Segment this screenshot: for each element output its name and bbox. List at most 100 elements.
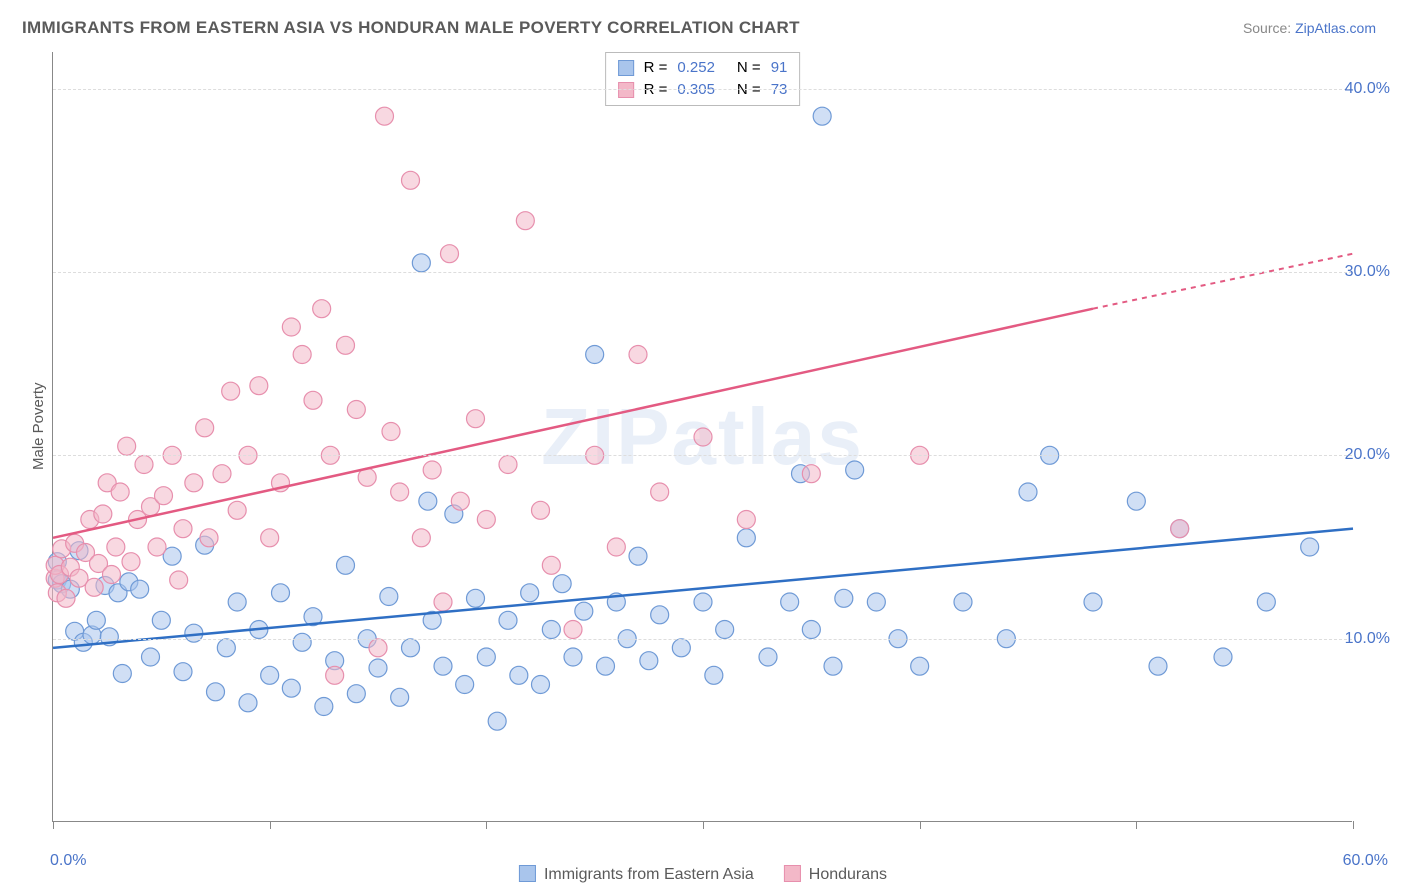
data-point xyxy=(716,621,734,639)
data-point xyxy=(456,676,474,694)
x-tick-label: 60.0% xyxy=(1343,852,1388,870)
data-point xyxy=(131,580,149,598)
data-point xyxy=(542,556,560,574)
data-point xyxy=(737,529,755,547)
data-point xyxy=(87,611,105,629)
data-point xyxy=(640,652,658,670)
x-tick-label: 0.0% xyxy=(50,852,86,870)
data-point xyxy=(222,382,240,400)
data-point xyxy=(467,589,485,607)
data-point xyxy=(315,698,333,716)
data-point xyxy=(586,346,604,364)
data-point xyxy=(369,639,387,657)
data-point xyxy=(391,688,409,706)
data-point xyxy=(467,410,485,428)
data-point xyxy=(174,520,192,538)
data-point xyxy=(629,547,647,565)
data-point xyxy=(142,648,160,666)
plot-area: ZIPatlas R = 0.252N = 91R = 0.305N = 73 xyxy=(52,52,1352,822)
data-point xyxy=(477,648,495,666)
data-point xyxy=(499,611,517,629)
data-point xyxy=(521,584,539,602)
data-point xyxy=(347,685,365,703)
data-point xyxy=(846,461,864,479)
data-point xyxy=(113,665,131,683)
x-tick xyxy=(1136,821,1137,829)
x-tick xyxy=(920,821,921,829)
gridline xyxy=(53,639,1352,640)
data-point xyxy=(250,377,268,395)
data-point xyxy=(1301,538,1319,556)
data-point xyxy=(293,346,311,364)
data-point xyxy=(651,483,669,501)
data-point xyxy=(1171,520,1189,538)
data-point xyxy=(553,575,571,593)
data-point xyxy=(423,461,441,479)
y-tick-label: 30.0% xyxy=(1345,263,1390,281)
data-point xyxy=(391,483,409,501)
data-point xyxy=(228,501,246,519)
gridline xyxy=(53,272,1352,273)
x-tick xyxy=(703,821,704,829)
source-attribution: Source: ZipAtlas.com xyxy=(1243,20,1376,36)
source-link[interactable]: ZipAtlas.com xyxy=(1295,20,1376,36)
legend-correlation-row: R = 0.252N = 91 xyxy=(618,57,788,79)
data-point xyxy=(293,633,311,651)
data-point xyxy=(196,419,214,437)
x-tick xyxy=(53,821,54,829)
gridline xyxy=(53,455,1352,456)
data-point xyxy=(1257,593,1275,611)
gridline xyxy=(53,89,1352,90)
data-point xyxy=(369,659,387,677)
data-point xyxy=(337,556,355,574)
data-point xyxy=(510,666,528,684)
trend-line-extrapolated xyxy=(1093,254,1353,309)
data-point xyxy=(499,456,517,474)
data-point xyxy=(835,589,853,607)
data-point xyxy=(705,666,723,684)
y-tick-label: 10.0% xyxy=(1345,630,1390,648)
data-point xyxy=(261,529,279,547)
data-point xyxy=(629,346,647,364)
data-point xyxy=(597,657,615,675)
data-point xyxy=(313,300,331,318)
data-point xyxy=(155,487,173,505)
data-point xyxy=(575,602,593,620)
data-point xyxy=(217,639,235,657)
data-point xyxy=(651,606,669,624)
data-point xyxy=(282,318,300,336)
data-point xyxy=(802,621,820,639)
data-point xyxy=(402,639,420,657)
data-point xyxy=(759,648,777,666)
y-axis-label: Male Poverty xyxy=(30,382,47,470)
data-point xyxy=(451,492,469,510)
data-point xyxy=(694,593,712,611)
data-point xyxy=(118,437,136,455)
data-point xyxy=(185,474,203,492)
data-point xyxy=(532,676,550,694)
data-point xyxy=(148,538,166,556)
data-point xyxy=(1084,593,1102,611)
data-point xyxy=(1149,657,1167,675)
data-point xyxy=(441,245,459,263)
data-point xyxy=(1127,492,1145,510)
data-point xyxy=(564,621,582,639)
data-point xyxy=(488,712,506,730)
source-label: Source: xyxy=(1243,20,1295,36)
data-point xyxy=(737,511,755,529)
data-point xyxy=(1019,483,1037,501)
data-point xyxy=(326,666,344,684)
data-point xyxy=(802,465,820,483)
data-point xyxy=(516,212,534,230)
data-point xyxy=(402,171,420,189)
data-point xyxy=(57,589,75,607)
data-point xyxy=(122,553,140,571)
data-point xyxy=(228,593,246,611)
chart-title: IMMIGRANTS FROM EASTERN ASIA VS HONDURAN… xyxy=(22,18,800,38)
data-point xyxy=(213,465,231,483)
data-point xyxy=(282,679,300,697)
data-point xyxy=(207,683,225,701)
data-point xyxy=(412,254,430,272)
data-point xyxy=(419,492,437,510)
data-point xyxy=(911,657,929,675)
